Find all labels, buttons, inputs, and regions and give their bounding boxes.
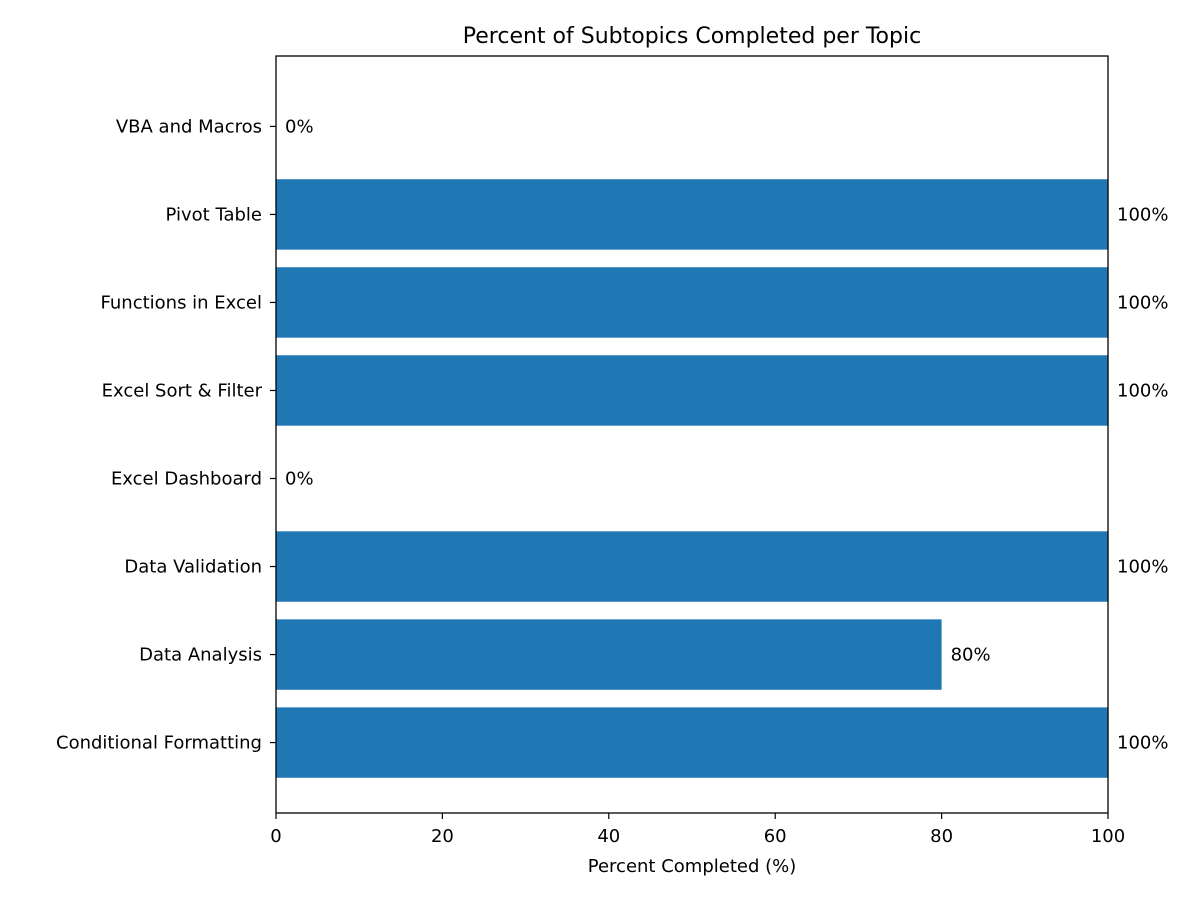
- x-tick-label-5: 100: [1091, 826, 1125, 847]
- bar-1: [276, 619, 942, 690]
- x-tick-label-4: 80: [930, 826, 953, 847]
- bar-6: [276, 179, 1108, 250]
- bar-2: [276, 531, 1108, 602]
- bar-labels-group: 100% 80% 100% 0% 100% 100% 100% 0%: [285, 116, 1168, 753]
- bar-value-label-2: 100%: [1117, 557, 1168, 578]
- x-tick-label-0: 0: [270, 826, 281, 847]
- y-tick-label-5: Functions in Excel: [101, 292, 262, 313]
- bar-4: [276, 355, 1108, 426]
- y-tick-label-1: Data Analysis: [139, 645, 262, 666]
- y-tick-label-3: Excel Dashboard: [111, 469, 262, 490]
- y-axis: Conditional Formatting Data Analysis Data …: [56, 116, 276, 754]
- chart-title: Percent of Subtopics Completed per Topic: [463, 24, 921, 49]
- bar-value-label-6: 100%: [1117, 204, 1168, 225]
- bar-value-label-5: 100%: [1117, 292, 1168, 313]
- bar-value-label-3: 0%: [285, 469, 314, 490]
- bar-value-label-0: 100%: [1117, 733, 1168, 754]
- bars-group: [276, 179, 1108, 778]
- x-tick-label-2: 40: [597, 826, 620, 847]
- y-tick-label-6: Pivot Table: [166, 204, 262, 225]
- y-tick-label-7: VBA and Macros: [116, 116, 262, 137]
- x-tick-label-1: 20: [431, 826, 454, 847]
- bar-5: [276, 267, 1108, 338]
- y-tick-label-0: Conditional Formatting: [56, 733, 262, 754]
- y-tick-label-4: Excel Sort & Filter: [102, 380, 263, 401]
- bar-value-label-7: 0%: [285, 116, 314, 137]
- bar-0: [276, 707, 1108, 778]
- x-axis-label: Percent Completed (%): [588, 856, 797, 877]
- bar-value-label-4: 100%: [1117, 380, 1168, 401]
- y-tick-label-2: Data Validation: [124, 557, 262, 578]
- x-tick-label-3: 60: [764, 826, 787, 847]
- bar-value-label-1: 80%: [951, 645, 991, 666]
- x-axis: 0 20 40 60 80 100: [270, 813, 1125, 847]
- plot-frame: [275, 55, 1109, 814]
